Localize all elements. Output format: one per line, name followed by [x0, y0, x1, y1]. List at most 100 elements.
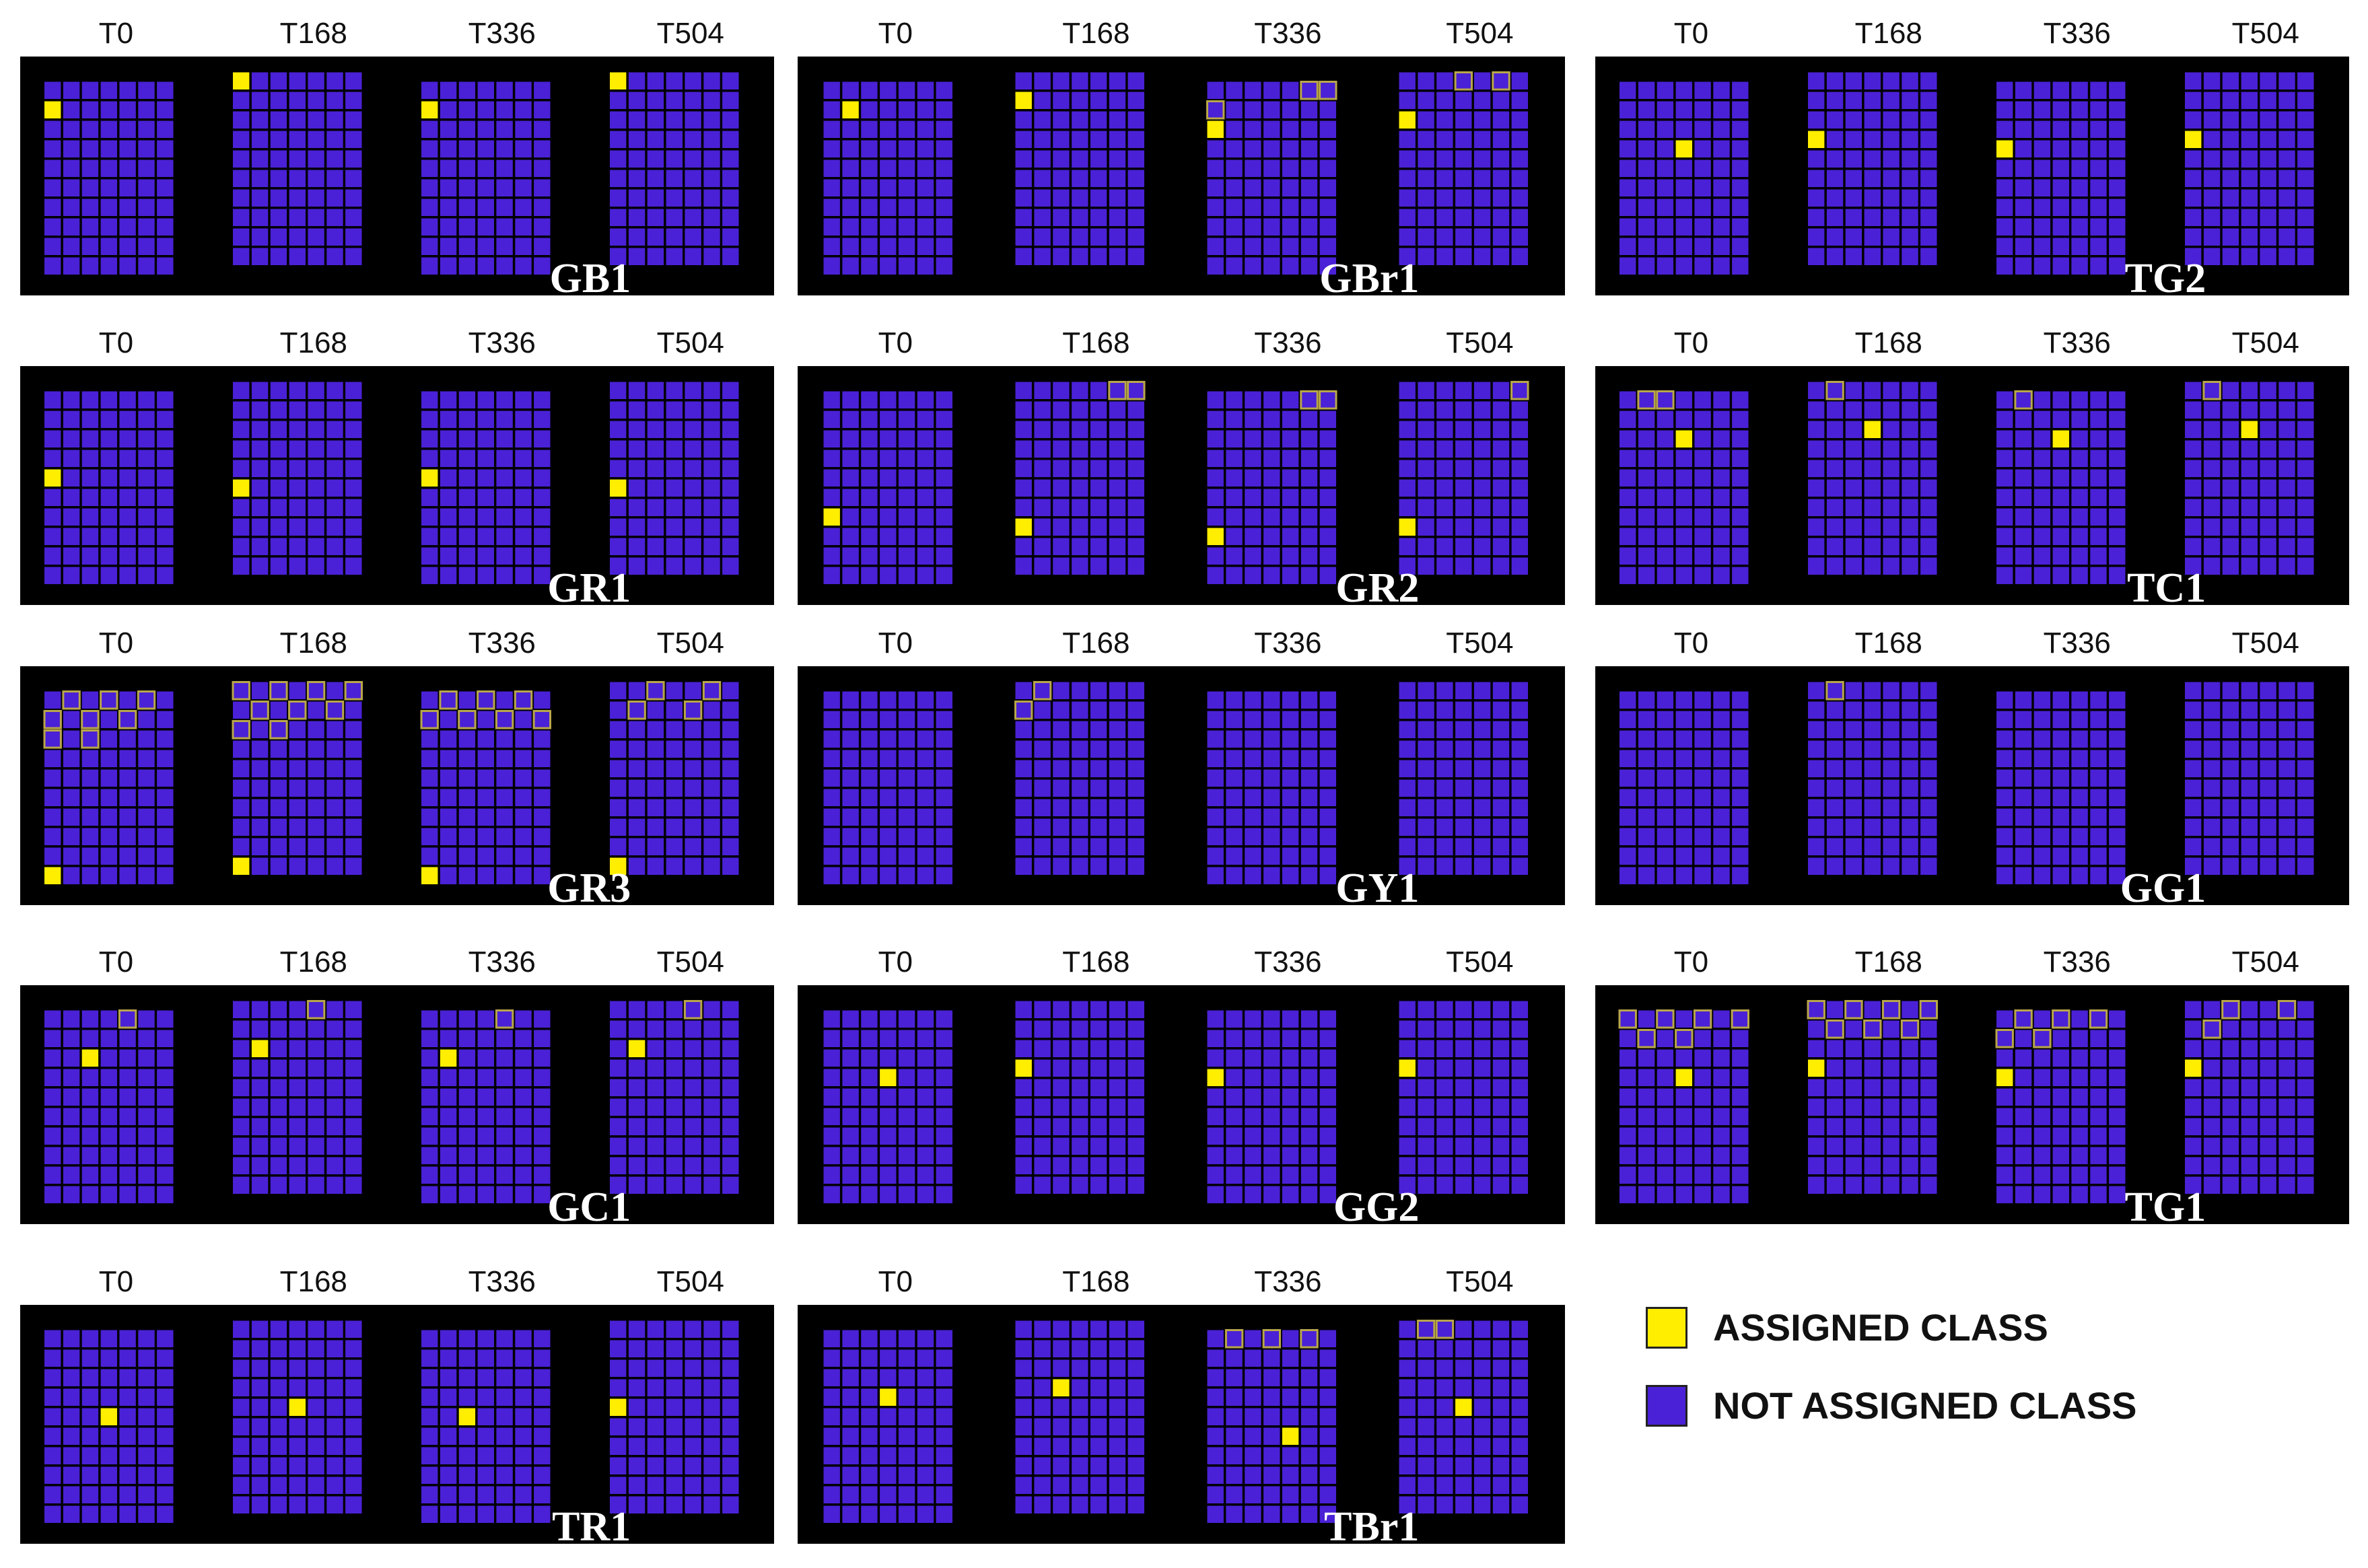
- tile: [2109, 750, 2126, 767]
- tile: [610, 518, 627, 536]
- tile: [1826, 1079, 1844, 1096]
- tile: [1996, 1147, 2013, 1164]
- tile-grid-t168: [233, 382, 362, 575]
- tile: [2090, 1166, 2107, 1184]
- tile: [119, 867, 136, 884]
- tile: [1072, 857, 1088, 875]
- tile: [1034, 382, 1051, 399]
- tile: [1732, 81, 1749, 99]
- tile: [1263, 159, 1280, 177]
- tile: [1072, 1040, 1088, 1057]
- tile: [1015, 111, 1032, 129]
- tile: [666, 111, 683, 129]
- tile: [496, 391, 513, 408]
- tile: [157, 81, 174, 99]
- tile: [917, 1186, 934, 1203]
- tile: [1883, 131, 1900, 148]
- tile: [2015, 140, 2032, 157]
- tile: [1282, 1147, 1299, 1164]
- tile: [2090, 238, 2107, 255]
- tile: [1620, 847, 1636, 865]
- tile: [100, 391, 117, 408]
- tile: [1675, 808, 1692, 826]
- tile: [1015, 682, 1032, 699]
- tile: [1455, 1320, 1472, 1338]
- tile: [421, 238, 438, 255]
- tile: [2222, 1176, 2239, 1194]
- tile: [1511, 740, 1528, 758]
- tile: [722, 401, 739, 419]
- tile: [458, 199, 476, 216]
- tile: [157, 1349, 174, 1367]
- tile: [1732, 101, 1749, 118]
- tile: [2071, 218, 2088, 236]
- tile: [2052, 450, 2069, 467]
- tile: [1455, 1457, 1472, 1474]
- tile: [345, 1137, 362, 1155]
- tile: [2203, 557, 2221, 575]
- tile: [100, 120, 117, 138]
- tile: [880, 547, 897, 565]
- tile: [2278, 209, 2295, 226]
- tile: [685, 1476, 701, 1494]
- tile: [1207, 140, 1224, 157]
- tile: [936, 159, 952, 177]
- tile: [1418, 1496, 1434, 1513]
- tile: [647, 479, 664, 497]
- tile: [63, 1408, 80, 1425]
- tile: [1883, 248, 1900, 265]
- tile: [666, 1137, 683, 1155]
- tile: [823, 1466, 840, 1484]
- tile: [496, 120, 513, 138]
- tile: [515, 411, 532, 428]
- tile-outlined: [1731, 1009, 1750, 1029]
- tile: [496, 1408, 513, 1425]
- tile-outlined: [1656, 1009, 1675, 1029]
- tile: [1034, 499, 1051, 516]
- tile: [270, 111, 287, 129]
- tile: [2260, 682, 2276, 699]
- tile: [703, 1040, 720, 1057]
- tile: [1127, 1157, 1144, 1174]
- tile: [477, 1049, 494, 1067]
- tile: [1418, 1020, 1434, 1038]
- tile: [936, 1388, 952, 1406]
- tile: [1245, 730, 1261, 748]
- tile: [2278, 538, 2295, 555]
- tile: [1473, 499, 1491, 516]
- tile: [898, 1388, 915, 1406]
- tile: [138, 1069, 155, 1086]
- tile: [610, 1340, 627, 1357]
- tile: [666, 1079, 683, 1096]
- tile: [1883, 440, 1900, 458]
- tile: [2052, 528, 2069, 545]
- tile: [2109, 1147, 2126, 1164]
- tile: [44, 1447, 61, 1464]
- tile: [1845, 1137, 1862, 1155]
- tile: [861, 1427, 878, 1445]
- tile: [1902, 701, 1918, 719]
- tile: [1511, 150, 1528, 168]
- tile: [1902, 1001, 1918, 1018]
- tile: [458, 847, 476, 865]
- tile: [270, 1437, 287, 1455]
- tile: [1883, 1098, 1900, 1116]
- tile: [81, 547, 99, 565]
- tile: [2015, 238, 2032, 255]
- tile: [722, 1157, 739, 1174]
- tile: [1207, 391, 1224, 408]
- tile: [1864, 1118, 1881, 1135]
- tile: [685, 421, 701, 438]
- tile: [2185, 557, 2202, 575]
- tile: [1127, 1320, 1144, 1338]
- tile: [81, 1088, 99, 1106]
- tile: [440, 1486, 457, 1503]
- tile: [477, 789, 494, 806]
- tile: [722, 421, 739, 438]
- tile: [1883, 92, 1900, 109]
- tile: [1826, 479, 1844, 497]
- tile: [1319, 1166, 1336, 1184]
- tile-outlined: [1881, 1000, 1901, 1020]
- tile: [1657, 691, 1674, 709]
- time-label: T504: [2231, 627, 2299, 660]
